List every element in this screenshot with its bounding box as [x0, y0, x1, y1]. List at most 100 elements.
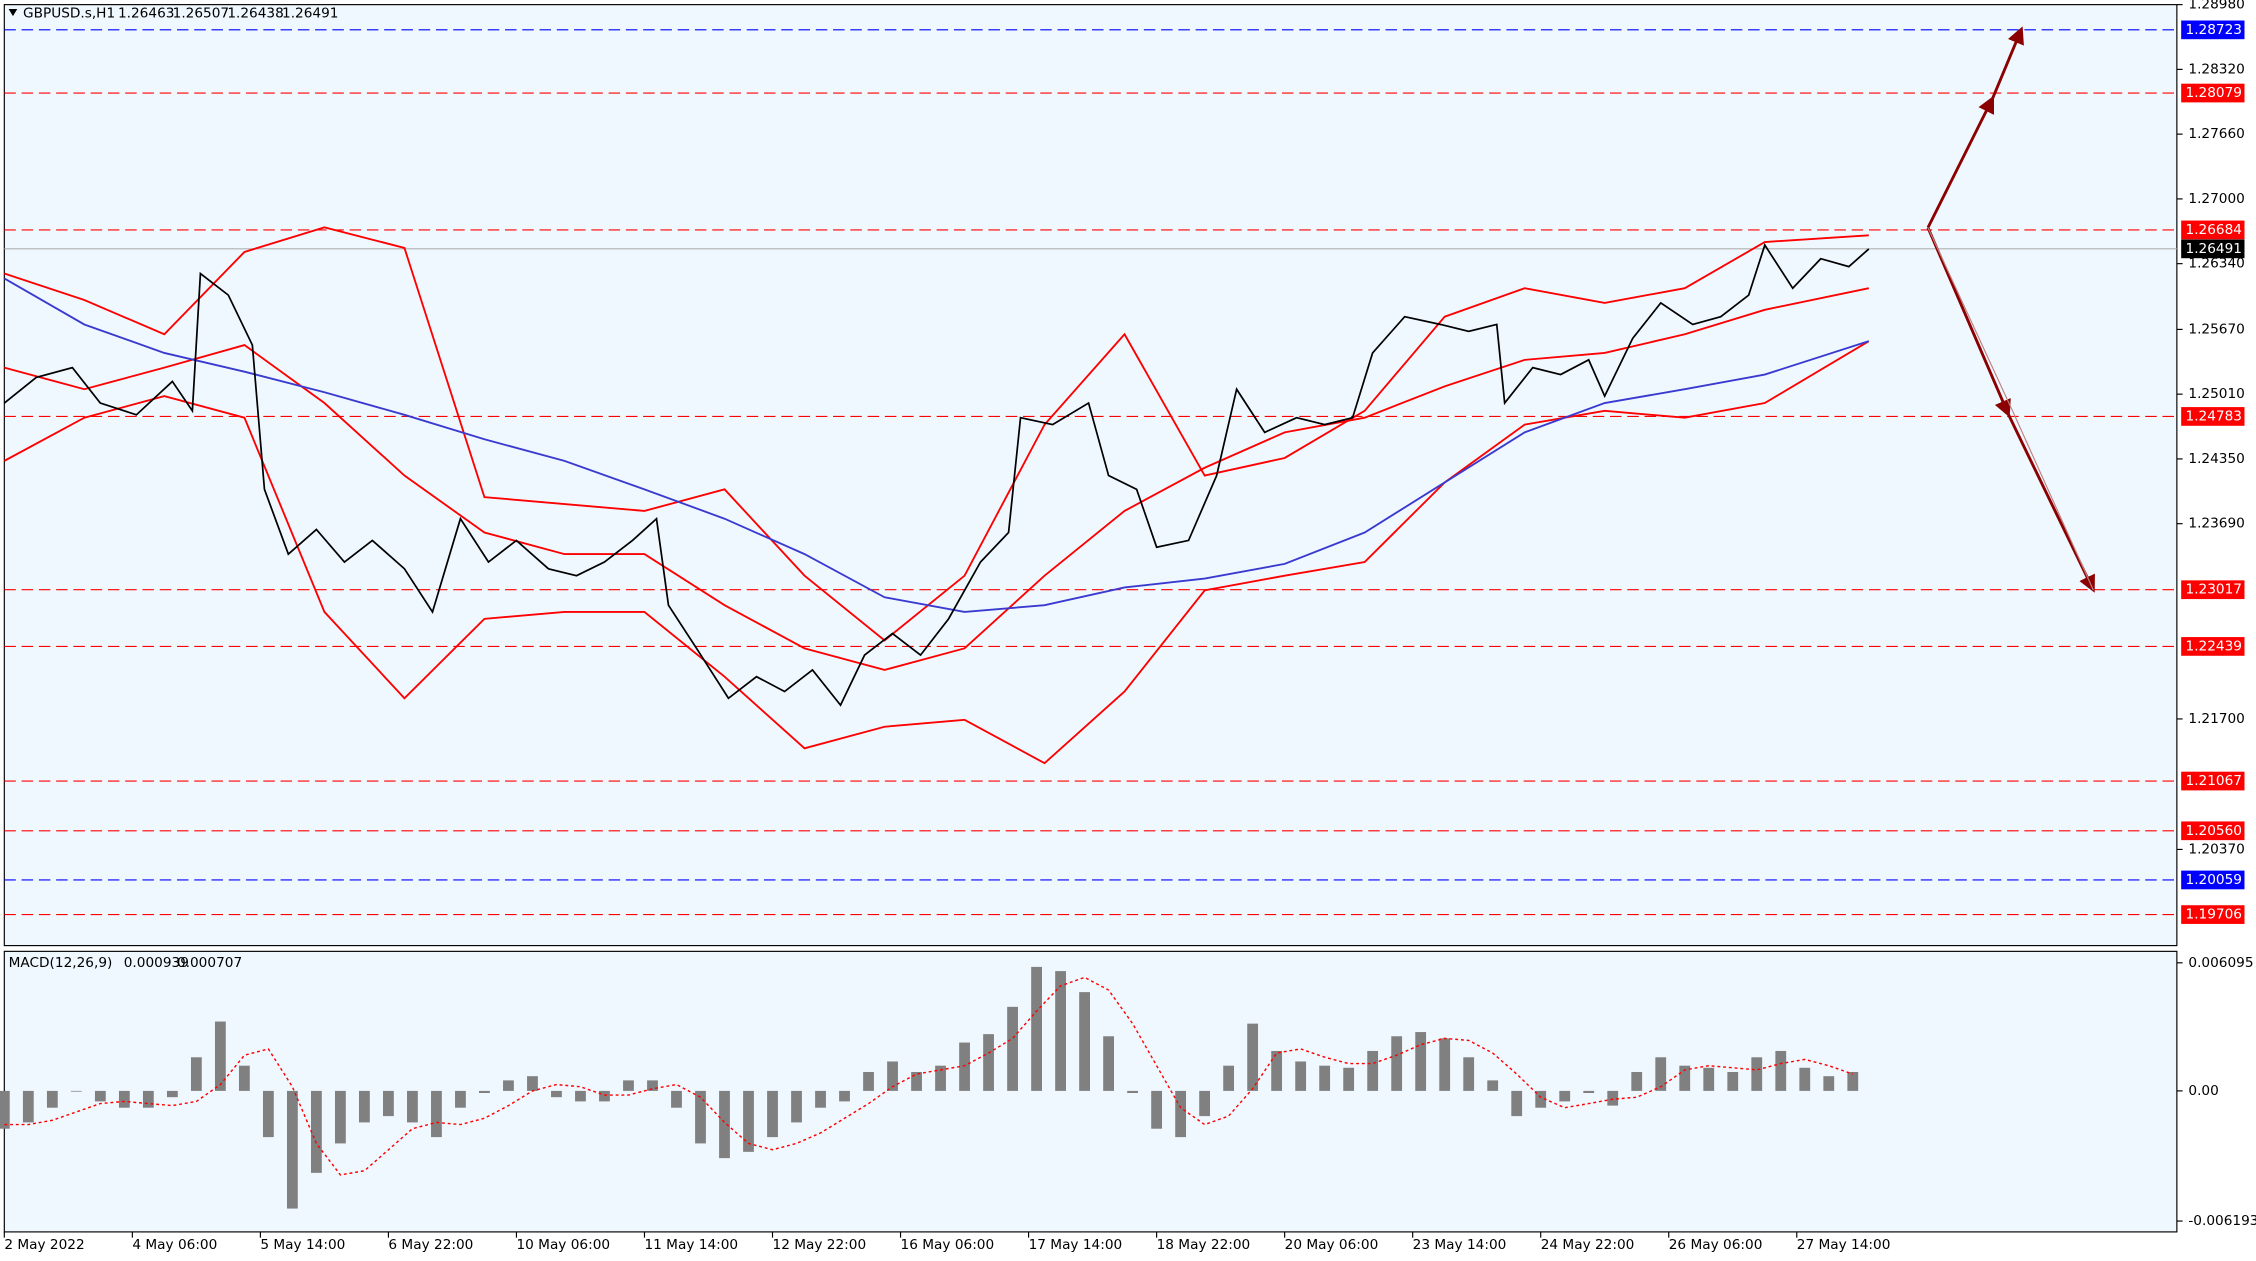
macd-bar	[1487, 1080, 1499, 1091]
macd-bar	[695, 1090, 706, 1144]
macd-bar	[1775, 1050, 1787, 1091]
macd-bar	[431, 1090, 442, 1138]
macd-reading: 0.000707	[177, 955, 242, 971]
level-tag	[2181, 220, 2245, 240]
macd-bar	[214, 1021, 226, 1091]
level-tag	[2181, 905, 2245, 924]
y-tick-label: 1.28320	[2188, 61, 2244, 77]
macd-bar	[383, 1090, 394, 1117]
level-label: 1.26491	[2186, 241, 2242, 257]
macd-bar	[983, 1034, 994, 1091]
macd-bar	[1655, 1057, 1667, 1091]
macd-bar	[527, 1076, 538, 1091]
macd-bar	[1823, 1076, 1835, 1091]
macd-bar	[118, 1090, 130, 1108]
menu-icon[interactable]	[8, 8, 18, 17]
indicator-line	[4, 226, 1869, 642]
y-tick-label: 0.00	[2188, 1083, 2218, 1099]
macd-bar	[1799, 1067, 1811, 1091]
y-tick-label: 1.27660	[2188, 126, 2244, 142]
macd-bar	[1319, 1065, 1331, 1091]
x-tick-label: 5 May 14:00	[260, 1237, 345, 1253]
x-tick-label: 10 May 06:00	[516, 1237, 610, 1253]
level-tag	[2181, 637, 2245, 656]
level-tag	[2181, 407, 2245, 426]
level-tag	[2181, 83, 2245, 103]
macd-bar	[1511, 1090, 1523, 1117]
macd-bar	[623, 1080, 634, 1091]
macd-bar	[1247, 1023, 1259, 1091]
macd-bar	[1295, 1061, 1307, 1091]
level-label: 1.20059	[2186, 872, 2242, 888]
macd-bar	[1367, 1050, 1379, 1091]
indicator-line	[4, 287, 1870, 671]
macd-bar	[911, 1071, 922, 1091]
x-tick-label: 16 May 06:00	[901, 1237, 995, 1253]
macd-bar	[1727, 1071, 1739, 1091]
level-tag	[2181, 20, 2245, 40]
macd-bar	[46, 1090, 58, 1108]
level-label: 1.20560	[2186, 823, 2242, 839]
macd-bar	[359, 1090, 370, 1123]
macd-bar	[815, 1090, 826, 1108]
macd-bar	[575, 1090, 586, 1102]
macd-reading: 0.000939	[124, 955, 189, 971]
macd-bar	[551, 1090, 562, 1098]
ohlc: 1.26507	[173, 5, 229, 21]
macd-bar	[455, 1090, 466, 1108]
macd-bar	[1559, 1090, 1571, 1102]
price-panel	[3, 4, 2178, 947]
macd-bar	[1127, 1090, 1139, 1093]
y-tick-label: 1.21700	[2188, 711, 2244, 727]
level-tag	[2181, 580, 2245, 600]
macd-bar	[1079, 992, 1090, 1091]
macd-bar	[1607, 1090, 1619, 1106]
macd-bar	[719, 1090, 730, 1159]
level-label: 1.22439	[2186, 638, 2242, 654]
level-label: 1.19706	[2186, 907, 2242, 923]
level-tag	[2181, 239, 2245, 259]
y-tick-label: 1.23690	[2188, 516, 2244, 532]
macd-bar	[767, 1090, 778, 1138]
level-label: 1.28079	[2186, 85, 2242, 101]
macd-panel	[3, 950, 2178, 1233]
macd-bar	[1703, 1067, 1715, 1091]
macd-bar	[935, 1065, 946, 1091]
macd-bar	[1439, 1038, 1451, 1091]
y-tick-label: 0.006095	[2188, 955, 2253, 971]
macd-bar	[1463, 1057, 1475, 1091]
y-tick-label: 1.26340	[2188, 256, 2244, 272]
macd-bar	[1055, 971, 1066, 1091]
macd-bar	[599, 1090, 610, 1102]
ohlc: 1.26463	[118, 5, 174, 21]
macd-bar	[190, 1057, 202, 1091]
macd-bar	[142, 1090, 154, 1108]
macd-bar	[286, 1090, 298, 1209]
macd-bar	[94, 1090, 106, 1102]
x-tick-label: 17 May 14:00	[1029, 1237, 1123, 1253]
x-tick-label: 11 May 14:00	[644, 1237, 738, 1253]
y-tick-label: 1.25670	[2188, 321, 2244, 337]
macd-bar	[1415, 1032, 1427, 1091]
macd-bar	[1103, 1036, 1114, 1091]
level-label: 1.21067	[2186, 773, 2242, 789]
indicator-line	[3, 277, 1870, 613]
macd-bar	[1535, 1090, 1547, 1108]
y-tick-label: 1.20370	[2188, 841, 2244, 857]
macd-bar	[166, 1090, 178, 1098]
x-tick-label: 18 May 22:00	[1157, 1237, 1251, 1253]
macd-bar	[1343, 1067, 1355, 1091]
ohlc: 1.26438	[227, 5, 283, 21]
macd-bar	[503, 1080, 514, 1091]
x-tick-label: 2 May 2022	[4, 1237, 84, 1253]
level-label: 1.24783	[2186, 408, 2242, 424]
macd-bar	[1391, 1036, 1403, 1091]
macd-bar	[959, 1042, 970, 1091]
x-tick-label: 4 May 06:00	[132, 1237, 217, 1253]
macd-bar	[22, 1090, 34, 1123]
y-tick-label: 1.24350	[2188, 451, 2244, 467]
macd-bar	[671, 1090, 682, 1108]
macd-bar	[791, 1090, 802, 1123]
macd-bar	[407, 1090, 418, 1123]
